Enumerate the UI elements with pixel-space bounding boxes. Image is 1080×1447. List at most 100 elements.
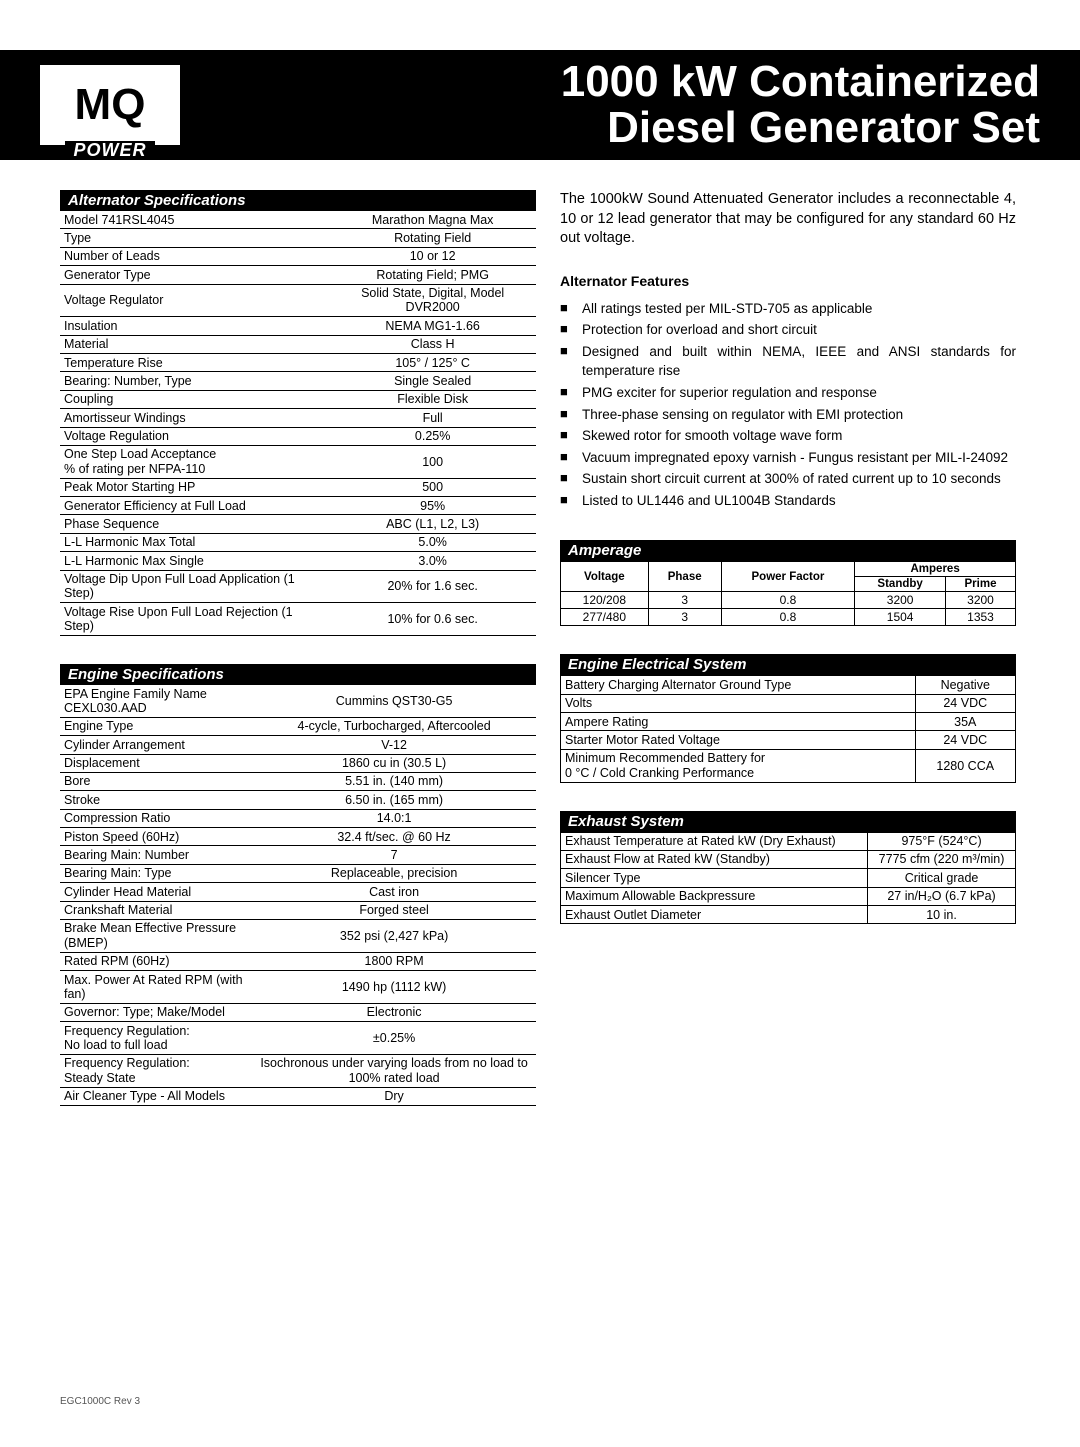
spec-label: Air Cleaner Type - All Models [60, 1087, 252, 1105]
spec-label: Engine Type [60, 717, 252, 735]
spec-value: 100 [329, 445, 536, 478]
spec-label: Battery Charging Alternator Ground Type [561, 676, 916, 694]
amp-cell: 1353 [946, 609, 1016, 626]
amp-col-voltage: Voltage [561, 562, 649, 592]
logo: MQ POWER [40, 65, 180, 145]
table-row: TypeRotating Field [60, 229, 536, 247]
spec-value: Rotating Field [329, 229, 536, 247]
spec-value: Cast iron [252, 883, 536, 901]
spec-value: Rotating Field; PMG [329, 266, 536, 284]
spec-value: 7775 cfm (220 m³/min) [868, 850, 1016, 868]
table-row: Piston Speed (60Hz)32.4 ft/sec. @ 60 Hz [60, 828, 536, 846]
spec-value: 1280 CCA [915, 749, 1015, 782]
spec-label: Max. Power At Rated RPM (with fan) [60, 971, 252, 1004]
table-row: One Step Load Acceptance% of rating per … [60, 445, 536, 478]
table-row: Starter Motor Rated Voltage24 VDC [561, 731, 1016, 749]
feature-item: Vacuum impregnated epoxy varnish - Fungu… [560, 448, 1016, 468]
table-row: InsulationNEMA MG1-1.66 [60, 317, 536, 335]
spec-value: Forged steel [252, 901, 536, 919]
page-title: 1000 kW ContainerizedDiesel Generator Se… [180, 59, 1040, 151]
table-row: MaterialClass H [60, 335, 536, 353]
amp-cell: 3200 [946, 592, 1016, 609]
amp-col-amps: Amperes [855, 562, 1016, 577]
table-row: Bearing Main: TypeReplaceable, precision [60, 864, 536, 882]
spec-label: Type [60, 229, 329, 247]
spec-label: Displacement [60, 754, 252, 772]
footer-docid: EGC1000C Rev 3 [60, 1396, 140, 1407]
spec-label: Amortisseur Windings [60, 409, 329, 427]
table-row: Phase SequenceABC (L1, L2, L3) [60, 515, 536, 533]
table-row: Voltage Rise Upon Full Load Rejection (1… [60, 603, 536, 636]
amp-cell: 0.8 [721, 609, 855, 626]
table-row: Peak Motor Starting HP500 [60, 478, 536, 496]
spec-label: Maximum Allowable Backpressure [561, 887, 868, 905]
spec-label: Insulation [60, 317, 329, 335]
spec-value: 975°F (524°C) [868, 832, 1016, 850]
intro-text: The 1000kW Sound Attenuated Generator in… [560, 190, 1016, 249]
amp-cell: 3 [648, 592, 721, 609]
feature-item: Skewed rotor for smooth voltage wave for… [560, 426, 1016, 446]
table-row: Frequency Regulation:Steady StateIsochro… [60, 1054, 536, 1087]
table-row: Ampere Rating35A [561, 713, 1016, 731]
amp-cell: 0.8 [721, 592, 855, 609]
table-row: Volts24 VDC [561, 694, 1016, 712]
table-row: L-L Harmonic Max Total5.0% [60, 533, 536, 551]
spec-value: 35A [915, 713, 1015, 731]
spec-value: Isochronous under varying loads from no … [252, 1054, 536, 1087]
spec-value: 0.25% [329, 427, 536, 445]
feature-item: Protection for overload and short circui… [560, 320, 1016, 340]
amp-col-standby: Standby [855, 577, 946, 592]
spec-value: Dry [252, 1087, 536, 1105]
table-row: Governor: Type; Make/ModelElectronic [60, 1003, 536, 1021]
table-row: Generator TypeRotating Field; PMG [60, 266, 536, 284]
spec-value: Electronic [252, 1003, 536, 1021]
spec-value: 4-cycle, Turbocharged, Aftercooled [252, 717, 536, 735]
spec-value: 95% [329, 497, 536, 515]
spec-value: 10% for 0.6 sec. [329, 603, 536, 636]
table-row: 277/48030.815041353 [561, 609, 1016, 626]
spec-value: Cummins QST30-G5 [252, 685, 536, 717]
spec-value: 32.4 ft/sec. @ 60 Hz [252, 828, 536, 846]
feature-item: Listed to UL1446 and UL1004B Standards [560, 491, 1016, 511]
spec-label: Starter Motor Rated Voltage [561, 731, 916, 749]
spec-label: EPA Engine Family Name CEXL030.AAD [60, 685, 252, 717]
exhaust-header: Exhaust System [560, 811, 1016, 832]
feature-item: All ratings tested per MIL-STD-705 as ap… [560, 299, 1016, 319]
amp-col-phase: Phase [648, 562, 721, 592]
table-row: Engine Type4-cycle, Turbocharged, Afterc… [60, 717, 536, 735]
spec-value: Marathon Magna Max [329, 211, 536, 229]
spec-value: ABC (L1, L2, L3) [329, 515, 536, 533]
spec-value: 1800 RPM [252, 952, 536, 970]
table-row: Voltage RegulatorSolid State, Digital, M… [60, 284, 536, 317]
table-row: Battery Charging Alternator Ground TypeN… [561, 676, 1016, 694]
spec-label: Minimum Recommended Battery for0 °C / Co… [561, 749, 916, 782]
spec-label: Frequency Regulation:Steady State [60, 1054, 252, 1087]
spec-label: Rated RPM (60Hz) [60, 952, 252, 970]
amp-cell: 120/208 [561, 592, 649, 609]
spec-value: ±0.25% [252, 1022, 536, 1055]
spec-value: 24 VDC [915, 731, 1015, 749]
engine-electrical-header: Engine Electrical System [560, 654, 1016, 675]
spec-label: Cylinder Head Material [60, 883, 252, 901]
table-row: Stroke6.50 in. (165 mm) [60, 791, 536, 809]
spec-value: 14.0:1 [252, 809, 536, 827]
spec-value: 105° / 125° C [329, 354, 536, 372]
amp-cell: 3 [648, 609, 721, 626]
spec-label: Compression Ratio [60, 809, 252, 827]
alternator-specs-table: Model 741RSL4045Marathon Magna MaxTypeRo… [60, 211, 536, 636]
spec-label: Generator Efficiency at Full Load [60, 497, 329, 515]
logo-text: MQ [75, 87, 146, 122]
table-row: Bearing: Number, TypeSingle Sealed [60, 372, 536, 390]
spec-label: Model 741RSL4045 [60, 211, 329, 229]
spec-value: Full [329, 409, 536, 427]
spec-label: Frequency Regulation:No load to full loa… [60, 1022, 252, 1055]
spec-value: 3.0% [329, 552, 536, 570]
amp-cell: 3200 [855, 592, 946, 609]
table-row: Compression Ratio14.0:1 [60, 809, 536, 827]
table-row: Displacement1860 cu in (30.5 L) [60, 754, 536, 772]
table-row: Generator Efficiency at Full Load95% [60, 497, 536, 515]
spec-value: V-12 [252, 736, 536, 754]
table-row: Brake Mean Effective Pressure (BMEP)352 … [60, 919, 536, 952]
spec-label: Bearing Main: Type [60, 864, 252, 882]
spec-label: Governor: Type; Make/Model [60, 1003, 252, 1021]
